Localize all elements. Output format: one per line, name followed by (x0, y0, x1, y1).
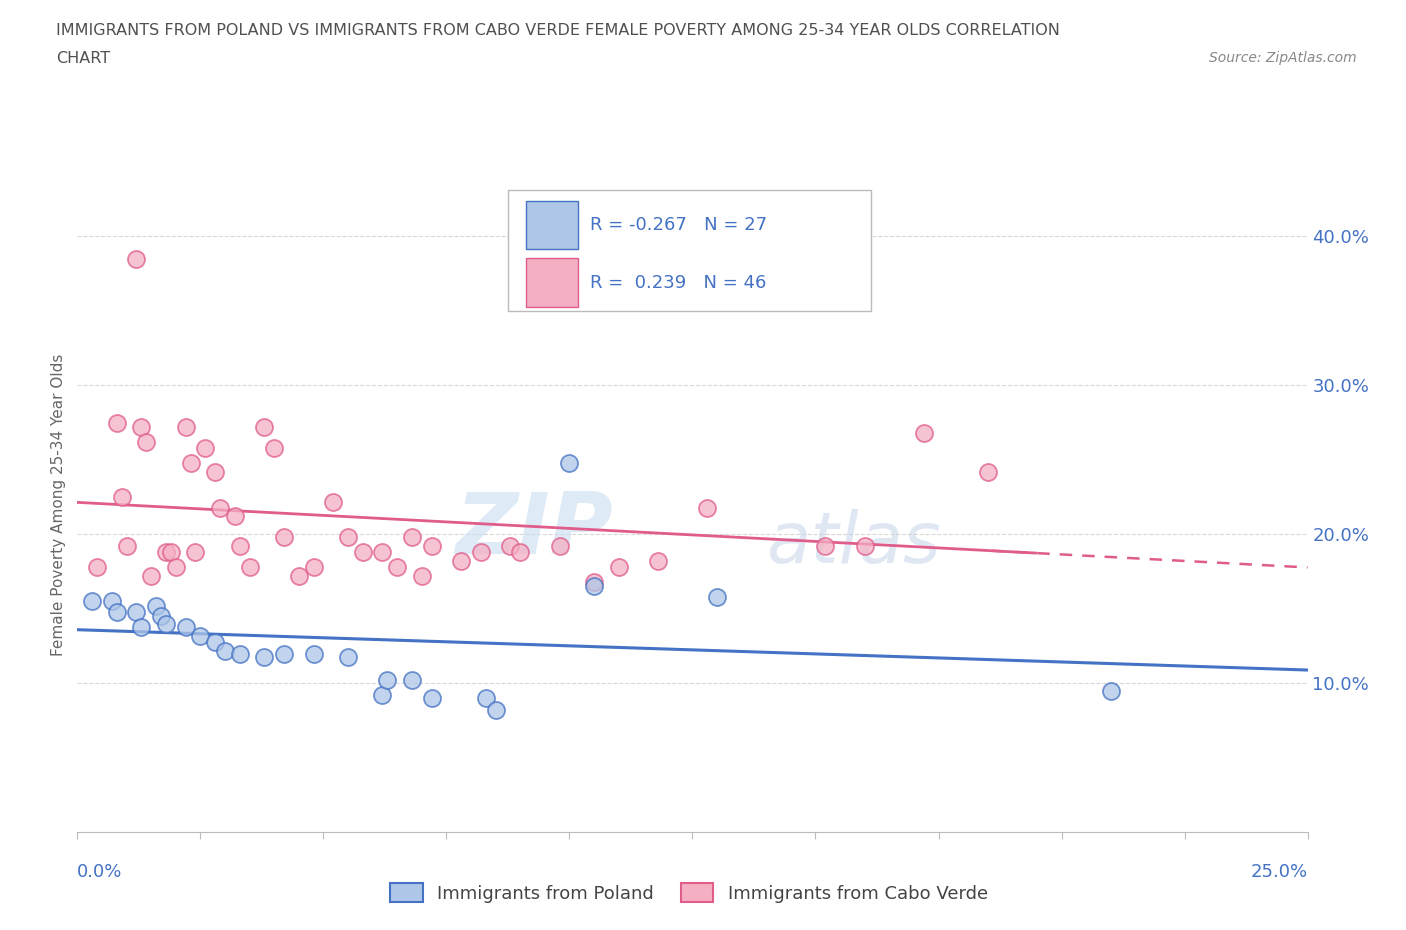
Point (194, 441, 217, 456)
Point (696, 500, 718, 515)
Point (129, 419, 153, 434)
Text: R =  0.239   N = 46: R = 0.239 N = 46 (591, 273, 766, 292)
Y-axis label: Female Poverty Among 25-34 Year Olds: Female Poverty Among 25-34 Year Olds (51, 353, 66, 656)
Point (115, 538, 138, 553)
Point (420, 691, 443, 706)
FancyBboxPatch shape (526, 201, 578, 249)
Point (912, 426, 935, 441)
Point (814, 538, 837, 553)
Point (101, 594, 124, 609)
Point (302, 646, 325, 661)
Point (145, 598, 167, 613)
Point (337, 530, 360, 545)
Point (499, 538, 522, 553)
Point (273, 646, 295, 661)
Point (450, 553, 472, 568)
Point (174, 619, 197, 634)
Point (607, 560, 630, 575)
Point (184, 545, 207, 560)
Point (165, 560, 187, 575)
Point (288, 568, 311, 583)
Point (337, 649, 360, 664)
Text: 0.0%: 0.0% (77, 863, 122, 881)
Text: ZIP: ZIP (456, 489, 613, 572)
Point (401, 530, 423, 545)
FancyBboxPatch shape (526, 259, 578, 307)
Point (558, 456, 581, 471)
Text: Source: ZipAtlas.com: Source: ZipAtlas.com (1209, 51, 1357, 65)
Point (470, 545, 492, 560)
Point (385, 560, 409, 575)
Point (209, 500, 232, 515)
Point (228, 646, 252, 661)
Point (180, 456, 202, 471)
Point (475, 691, 498, 706)
Point (188, 629, 212, 644)
Point (155, 545, 177, 560)
Point (411, 568, 433, 583)
Point (583, 579, 606, 594)
Text: CHART: CHART (56, 51, 110, 66)
Point (509, 545, 531, 560)
Point (160, 545, 183, 560)
Point (377, 673, 399, 688)
Point (224, 509, 246, 524)
Text: IMMIGRANTS FROM POLAND VS IMMIGRANTS FROM CABO VERDE FEMALE POVERTY AMONG 25-34 : IMMIGRANTS FROM POLAND VS IMMIGRANTS FRO… (56, 23, 1060, 38)
Point (129, 619, 153, 634)
Point (105, 604, 128, 619)
Point (253, 649, 276, 664)
Point (583, 575, 606, 590)
Point (485, 703, 508, 718)
Point (706, 590, 728, 604)
Text: 25.0%: 25.0% (1250, 863, 1308, 881)
Point (273, 530, 295, 545)
Point (352, 545, 374, 560)
Point (647, 553, 669, 568)
Text: R = -0.267   N = 27: R = -0.267 N = 27 (591, 216, 768, 234)
Text: atlas: atlas (766, 510, 941, 578)
Point (204, 634, 226, 649)
Point (263, 441, 285, 456)
Legend: Immigrants from Poland, Immigrants from Cabo Verde: Immigrants from Poland, Immigrants from … (381, 874, 997, 911)
Point (204, 464, 226, 479)
Point (371, 688, 394, 703)
Point (977, 464, 1000, 479)
Point (174, 419, 197, 434)
Point (420, 538, 443, 553)
FancyBboxPatch shape (508, 190, 870, 312)
Point (371, 545, 394, 560)
Point (135, 434, 157, 449)
Point (82, 594, 104, 609)
Point (401, 673, 423, 688)
Point (155, 617, 177, 631)
Point (239, 560, 262, 575)
Point (105, 415, 128, 430)
Point (125, 251, 148, 266)
Point (214, 644, 236, 658)
Point (125, 604, 148, 619)
Point (86, 560, 108, 575)
Point (853, 538, 876, 553)
Point (253, 419, 276, 434)
Point (150, 609, 173, 624)
Point (1099, 684, 1122, 698)
Point (141, 568, 163, 583)
Point (111, 489, 132, 504)
Point (302, 560, 325, 575)
Point (322, 494, 344, 509)
Point (228, 538, 252, 553)
Point (548, 538, 571, 553)
